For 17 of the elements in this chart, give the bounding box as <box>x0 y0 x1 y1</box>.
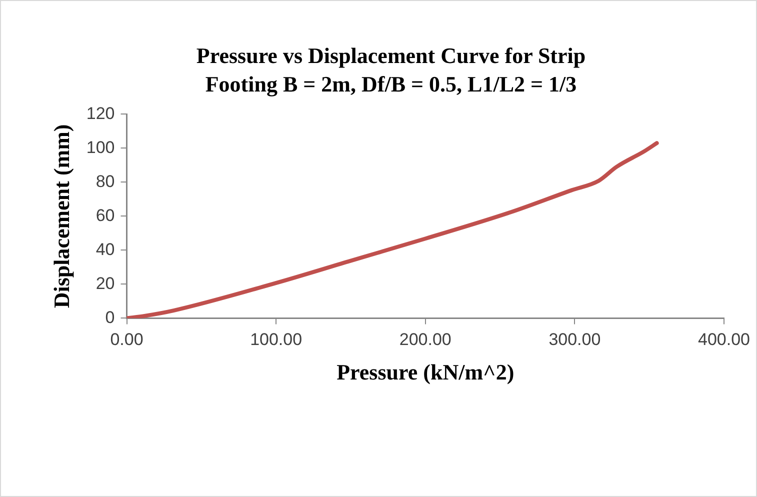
y-axis-title: Displacement (mm) <box>48 124 74 308</box>
y-tick-label: 60 <box>96 206 115 225</box>
x-axis-title: Pressure (kN/m^2) <box>336 359 514 384</box>
y-tick-label: 120 <box>86 104 115 123</box>
y-tick-label: 40 <box>96 240 115 259</box>
y-tick-label: 20 <box>96 274 115 293</box>
y-tick-label: 100 <box>86 138 115 157</box>
x-tick-label: 0.00 <box>110 330 144 350</box>
text: Pressure vs Displacement Curve for Strip <box>196 42 586 68</box>
y-tick-label: 0 <box>105 308 115 327</box>
x-tick-label: 400.00 <box>698 330 750 350</box>
y-tick-label: 80 <box>96 172 115 191</box>
x-tick-label: 100.00 <box>250 330 302 350</box>
x-tick-label: 300.00 <box>548 330 601 350</box>
text: Footing B = 2m, Df/B = 0.5, L1/L2 = 1/3 <box>205 72 577 97</box>
line-series <box>126 141 659 318</box>
x-tick-label: 200.00 <box>399 330 452 350</box>
